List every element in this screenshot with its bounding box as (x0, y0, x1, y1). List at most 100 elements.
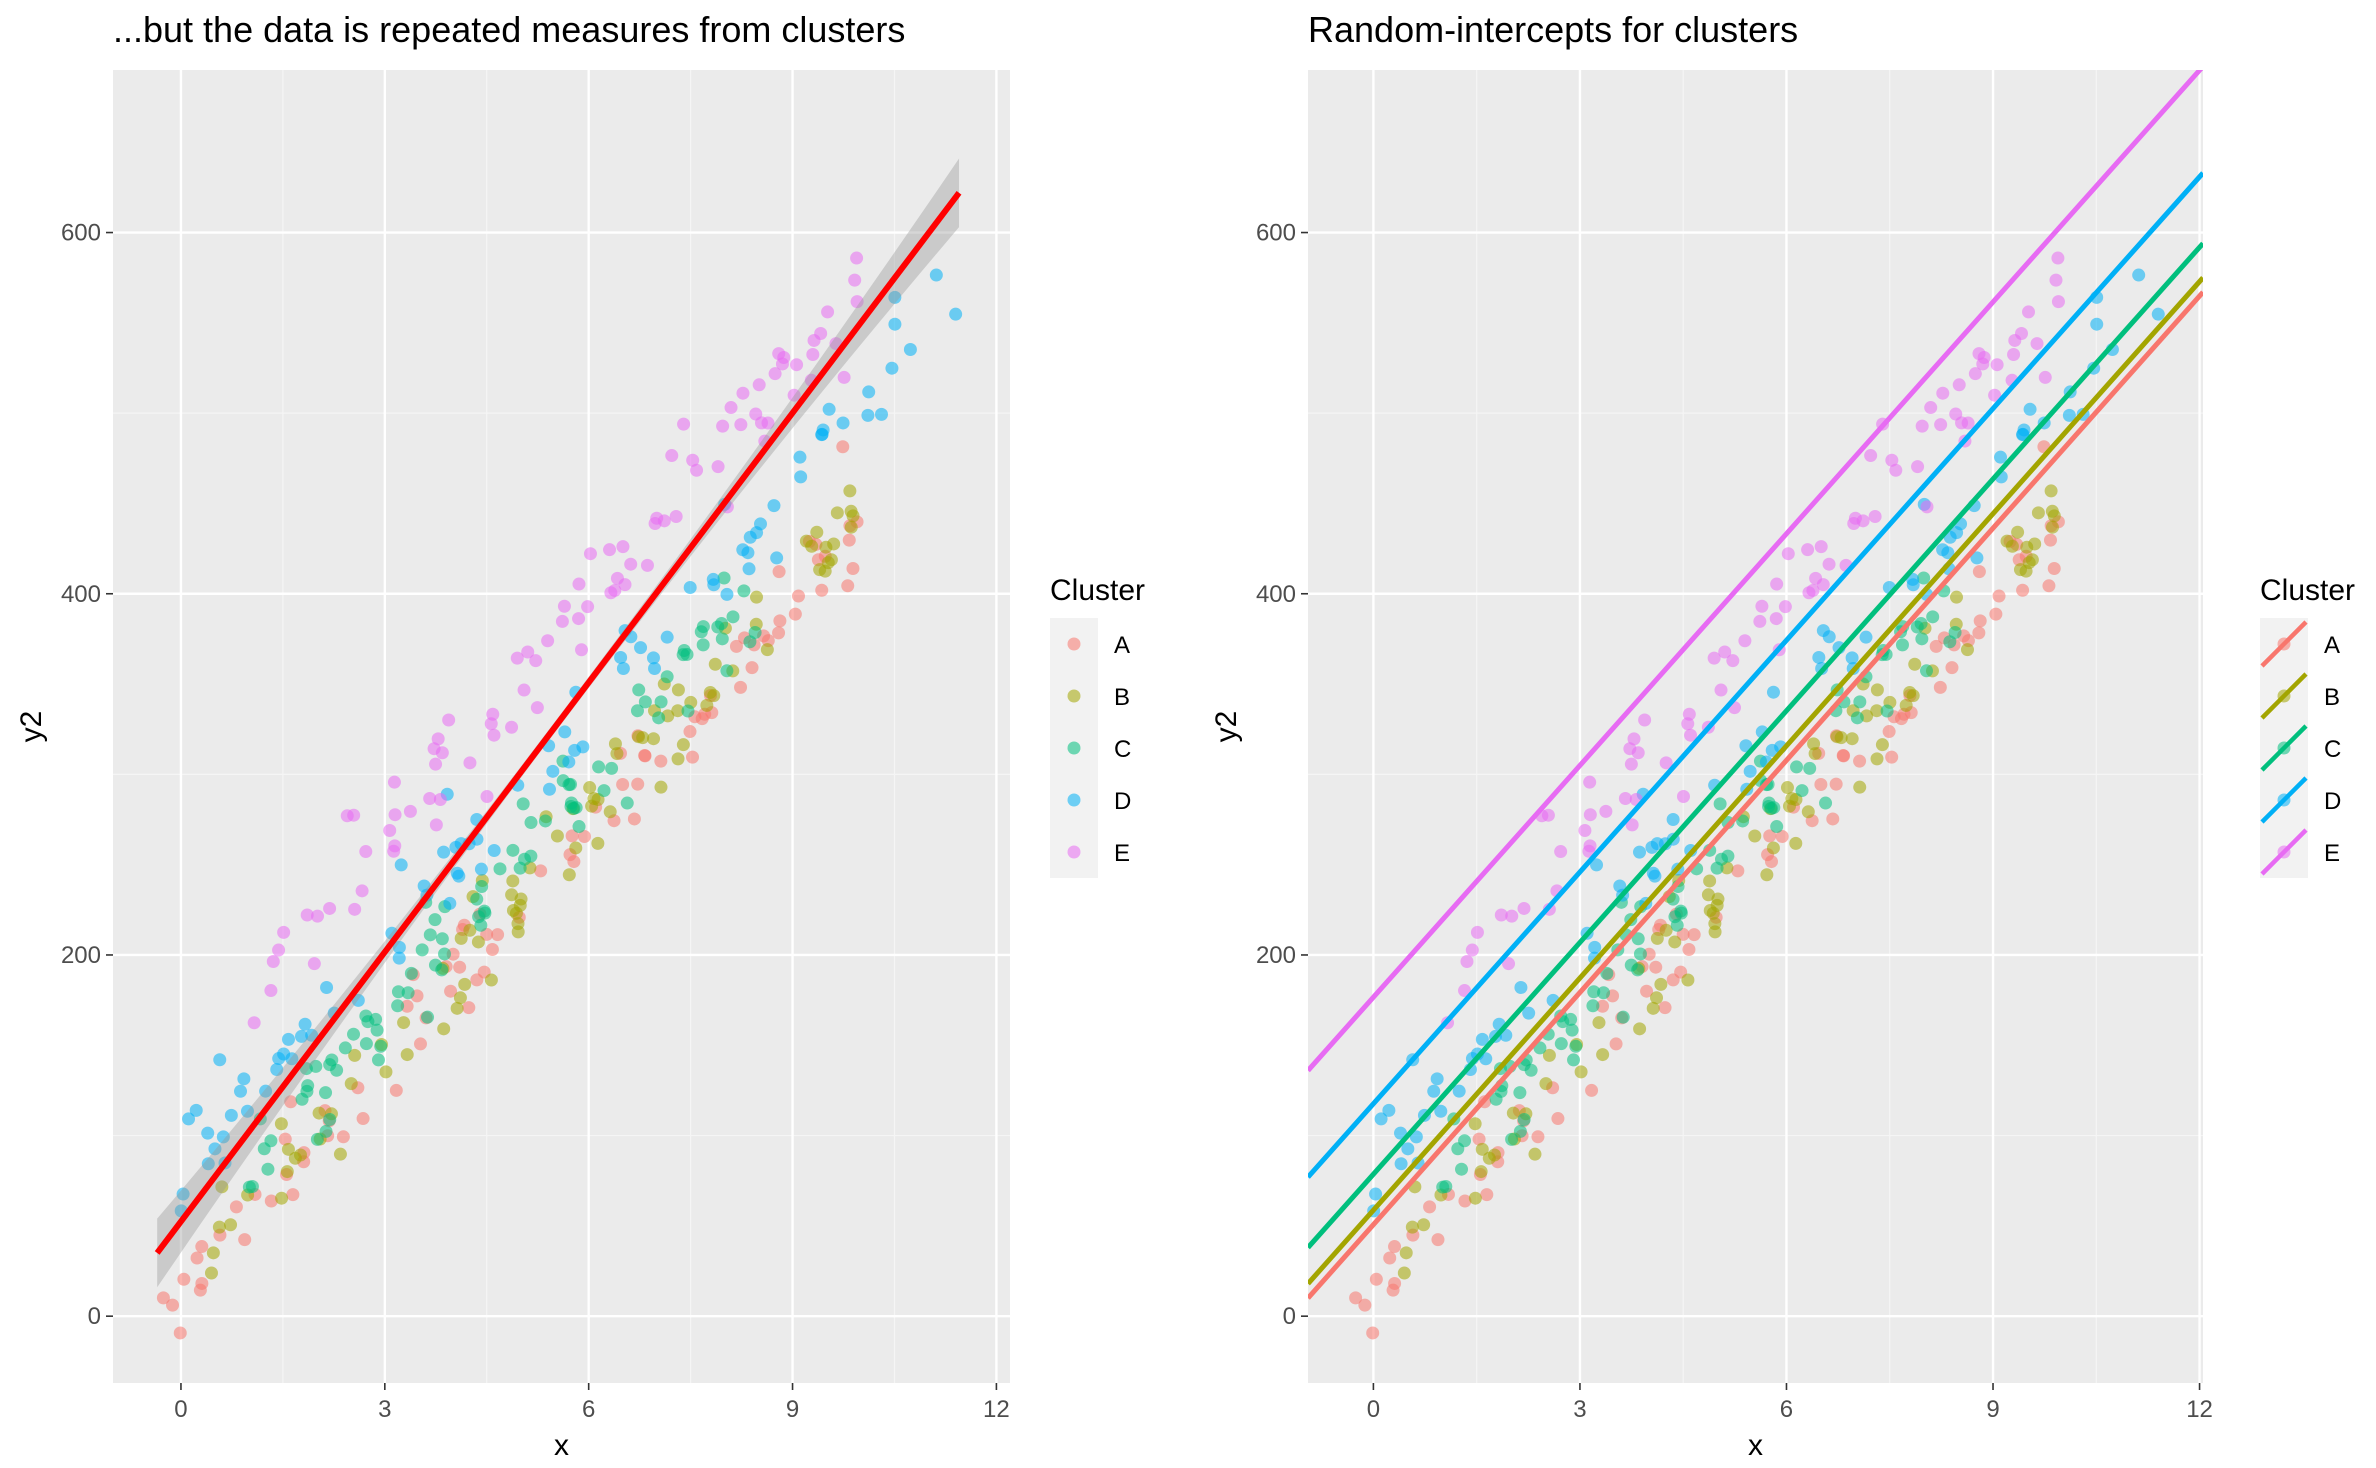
point-b (1681, 973, 1695, 987)
point-c (438, 947, 452, 961)
point-c (1880, 704, 1894, 718)
point-e (1583, 808, 1597, 822)
point-e (618, 578, 632, 592)
point-e (1868, 510, 1882, 524)
point-d (1812, 650, 1826, 664)
point-e (1618, 792, 1632, 806)
point-c (715, 632, 729, 646)
point-d (392, 940, 406, 954)
legend-dot-d (2277, 793, 2291, 807)
point-e (1707, 651, 1721, 665)
point-d (646, 651, 660, 665)
point-d (189, 1103, 203, 1117)
point-b (583, 781, 597, 795)
point-b (2031, 506, 2045, 520)
point-b (1807, 737, 1821, 751)
point-b (1528, 1147, 1542, 1161)
point-a (815, 583, 829, 597)
point-b (569, 841, 583, 855)
point-d (949, 307, 963, 321)
point-b (805, 539, 819, 553)
point-e (1502, 957, 1516, 971)
point-b (1397, 1266, 1411, 1280)
point-d (1766, 685, 1780, 699)
point-c (1853, 695, 1867, 709)
point-c (1586, 999, 1600, 1013)
point-a (491, 928, 505, 942)
point-b (1468, 1117, 1482, 1131)
point-e (1778, 600, 1792, 614)
point-c (1597, 986, 1611, 1000)
point-e (359, 845, 373, 859)
point-c (516, 797, 530, 811)
point-d (487, 844, 501, 858)
point-c (1633, 947, 1647, 961)
point-d (562, 755, 576, 769)
point-d (634, 641, 648, 655)
point-e (1625, 818, 1639, 832)
point-e (431, 732, 445, 746)
point-c (726, 610, 740, 624)
point-e (1770, 577, 1784, 591)
point-e (1753, 614, 1767, 628)
point-e (1885, 453, 1899, 467)
point-a (745, 661, 759, 675)
point-e (677, 417, 691, 431)
point-c (1587, 985, 1601, 999)
point-a (2016, 583, 2030, 597)
point-d (2132, 268, 2146, 282)
point-d (392, 951, 406, 965)
x-tick-label: 3 (1573, 1396, 1586, 1423)
point-e (2051, 295, 2065, 309)
point-a (791, 589, 805, 603)
point-b (274, 1117, 288, 1131)
point-b (450, 1001, 464, 1015)
point-a (1366, 1326, 1380, 1340)
x-axis-title: x (554, 1429, 569, 1462)
point-e (1505, 909, 1519, 923)
x-tick-label: 0 (174, 1396, 187, 1423)
point-a (1945, 661, 1959, 675)
point-a (1358, 1298, 1372, 1312)
point-e (1583, 775, 1597, 789)
point-c (1914, 617, 1928, 631)
point-d (1994, 450, 2008, 464)
point-e (1755, 599, 1769, 613)
legend-label-a: A (2324, 632, 2340, 659)
point-e (272, 943, 286, 957)
point-d (888, 290, 902, 304)
cluster-line-b (1308, 276, 2203, 1286)
point-a (616, 777, 630, 791)
point-d (1633, 845, 1647, 859)
point-d (815, 428, 829, 442)
point-d (558, 725, 572, 739)
legend-label-c: C (2324, 736, 2341, 763)
point-d (648, 661, 662, 675)
point-e (752, 378, 766, 392)
point-e (806, 348, 820, 362)
point-c (1819, 796, 1833, 810)
point-a (1423, 1200, 1437, 1214)
point-d (542, 782, 556, 796)
point-a (773, 614, 787, 628)
point-d (1590, 858, 1604, 872)
point-e (848, 273, 862, 287)
point-c (1513, 1124, 1527, 1138)
point-e (1460, 955, 1474, 969)
point-b (562, 868, 576, 882)
point-e (433, 792, 447, 806)
point-a (1972, 626, 1986, 640)
y-tick-label: 0 (1283, 1303, 1296, 1330)
legend-label-b: B (2324, 684, 2340, 711)
point-a (1458, 1194, 1472, 1208)
point-e (1718, 645, 1732, 659)
point-a (1658, 1001, 1672, 1015)
point-d (1452, 1084, 1466, 1098)
point-b (397, 1016, 411, 1030)
y-tick-label: 600 (61, 220, 101, 247)
point-b (671, 752, 685, 766)
point-d (1906, 578, 1920, 592)
legend-dot-e (1067, 845, 1081, 859)
point-b (454, 931, 468, 945)
point-e (1801, 543, 1815, 557)
